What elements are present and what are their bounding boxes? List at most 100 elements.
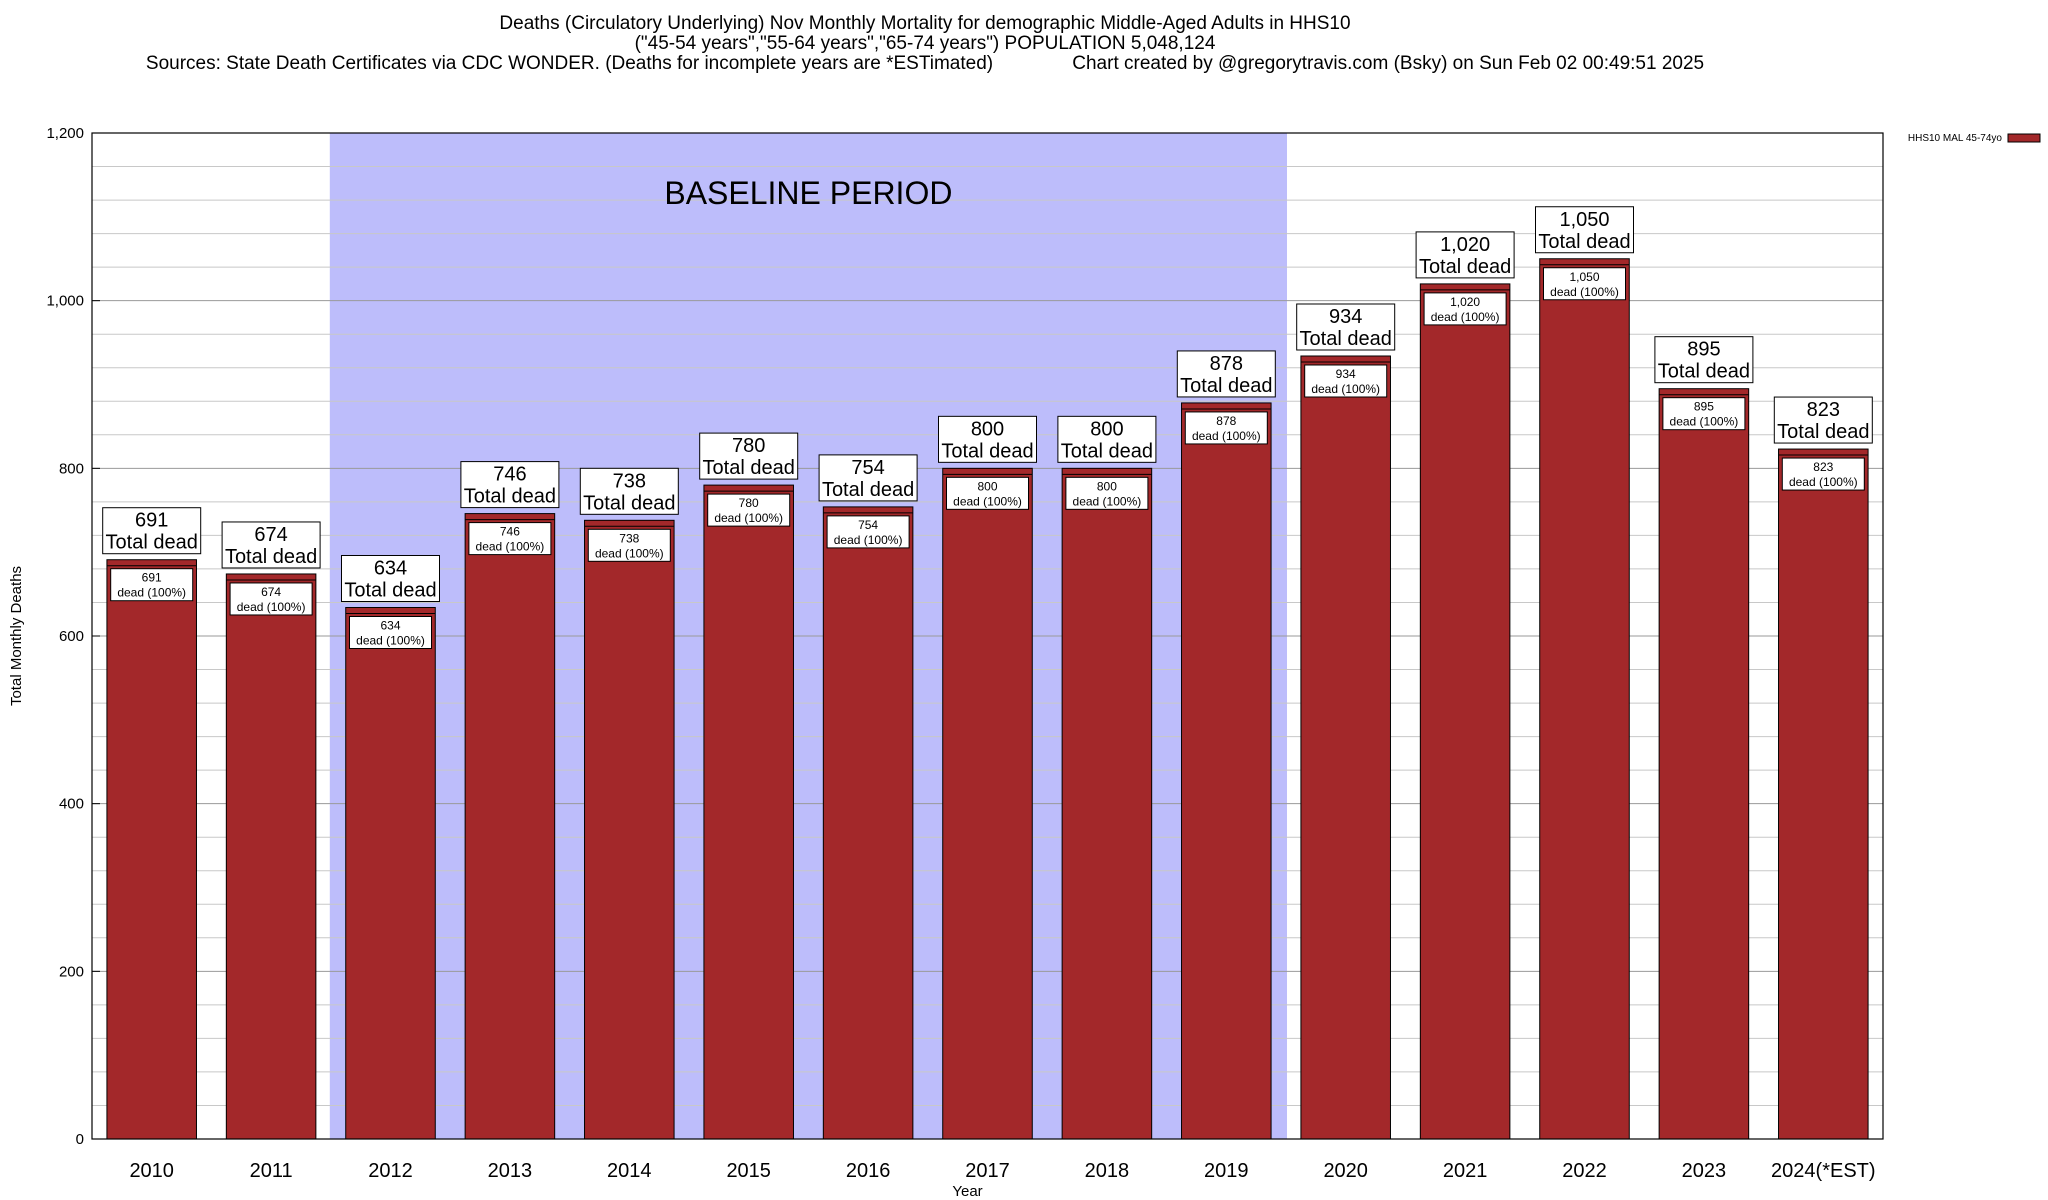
- inner-label-box: [229, 582, 313, 616]
- bar: [345, 606, 436, 1140]
- inner-percent-label: dead (100%): [356, 633, 425, 647]
- legend-label: HHS10 MAL 45-74yo: [1908, 133, 2003, 144]
- inner-label-box: [1543, 267, 1626, 301]
- inner-value-label: 674: [261, 585, 281, 599]
- inner-label-box: [826, 515, 910, 549]
- inner-value-label: 634: [380, 618, 400, 632]
- x-tick-label: 2013: [488, 1160, 533, 1182]
- total-label-box: [102, 507, 202, 555]
- bar: [822, 506, 914, 1140]
- total-suffix-label: Total dead: [1658, 361, 1750, 383]
- total-suffix-label: Total dead: [1777, 421, 1869, 443]
- total-suffix-label: Total dead: [1538, 231, 1630, 253]
- x-tick-label: 2024(*EST): [1771, 1160, 1876, 1182]
- total-value-label: 934: [1329, 306, 1362, 328]
- inner-label-box: [1781, 457, 1865, 491]
- inner-label-box: [946, 476, 1029, 510]
- inner-percent-label: dead (100%): [1431, 310, 1500, 324]
- total-suffix-label: Total dead: [344, 579, 436, 601]
- total-label-box: [1176, 350, 1276, 398]
- total-suffix-label: Total dead: [1180, 375, 1272, 397]
- total-suffix-label: Total dead: [225, 546, 317, 568]
- total-label-box: [1057, 415, 1157, 463]
- total-value-label: 754: [851, 457, 884, 479]
- inner-percent-label: dead (100%): [595, 546, 664, 560]
- total-value-label: 878: [1210, 353, 1243, 375]
- x-tick-label: 2019: [1204, 1160, 1249, 1182]
- inner-label-box: [1423, 292, 1507, 326]
- inner-value-label: 754: [858, 518, 878, 532]
- inner-label-box: [587, 528, 671, 562]
- inner-percent-label: dead (100%): [1311, 382, 1380, 396]
- total-suffix-label: Total dead: [1061, 440, 1153, 462]
- total-suffix-label: Total dead: [941, 440, 1033, 462]
- total-value-label: 823: [1807, 399, 1840, 421]
- total-label-box: [341, 554, 440, 602]
- bar: [942, 467, 1033, 1140]
- x-tick-label: 2017: [965, 1160, 1010, 1182]
- x-tick-label: 2020: [1323, 1160, 1368, 1182]
- baseline-period-label: BASELINE PERIOD: [664, 175, 952, 211]
- inner-label-box: [1065, 476, 1149, 510]
- x-tick-label: 2014: [607, 1160, 652, 1182]
- y-axis-title: Total Monthly Deaths: [8, 566, 25, 706]
- bar: [584, 519, 675, 1140]
- bar: [1181, 402, 1272, 1140]
- x-tick-label: 2015: [726, 1160, 771, 1182]
- total-suffix-label: Total dead: [106, 532, 198, 554]
- total-label-box: [1535, 206, 1634, 254]
- inner-label-box: [1662, 397, 1746, 431]
- total-value-label: 800: [971, 418, 1004, 440]
- legend-swatch: [2007, 133, 2041, 143]
- inner-label-box: [1184, 411, 1268, 445]
- bar: [1778, 448, 1869, 1140]
- inner-percent-label: dead (100%): [1550, 285, 1619, 299]
- inner-value-label: 895: [1694, 400, 1714, 414]
- inner-value-label: 800: [1097, 479, 1117, 493]
- inner-label-box: [110, 568, 194, 602]
- total-value-label: 674: [254, 524, 287, 546]
- total-label-box: [221, 521, 321, 569]
- total-value-label: 738: [613, 470, 646, 492]
- total-value-label: 1,020: [1440, 234, 1490, 256]
- inner-value-label: 823: [1813, 460, 1833, 474]
- chart-source-note: Sources: State Death Certificates via CD…: [145, 53, 1705, 74]
- y-tick-label: 400: [59, 796, 84, 813]
- x-tick-label: 2011: [250, 1160, 293, 1182]
- inner-percent-label: dead (100%): [1789, 475, 1858, 489]
- total-value-label: 1,050: [1559, 209, 1609, 231]
- y-tick-label: 1,200: [46, 125, 84, 142]
- total-label-box: [699, 432, 799, 480]
- inner-percent-label: dead (100%): [476, 540, 545, 554]
- total-label-box: [579, 467, 679, 515]
- inner-value-label: 800: [977, 479, 997, 493]
- inner-value-label: 878: [1216, 414, 1236, 428]
- inner-label-box: [468, 522, 552, 556]
- inner-percent-label: dead (100%): [714, 511, 783, 525]
- inner-percent-label: dead (100%): [1073, 494, 1142, 508]
- inner-value-label: 746: [500, 525, 520, 539]
- x-tick-label: 2012: [368, 1160, 413, 1182]
- plot-frame: [91, 132, 1884, 1140]
- inner-value-label: 738: [619, 531, 639, 545]
- inner-percent-label: dead (100%): [117, 586, 186, 600]
- total-value-label: 691: [135, 510, 168, 532]
- bar: [703, 484, 794, 1140]
- bar: [225, 573, 317, 1140]
- y-tick-label: 600: [59, 628, 84, 645]
- inner-label-box: [349, 615, 432, 649]
- total-suffix-label: Total dead: [1300, 328, 1392, 350]
- inner-value-label: 1,020: [1450, 295, 1480, 309]
- inner-label-box: [707, 493, 791, 527]
- total-label-box: [938, 415, 1037, 463]
- total-suffix-label: Total dead: [822, 479, 914, 501]
- chart-title: Deaths (Circulatory Underlying) Nov Mont…: [499, 13, 1351, 34]
- total-label-box: [1415, 231, 1515, 279]
- total-suffix-label: Total dead: [1419, 256, 1511, 278]
- x-tick-label: 2023: [1682, 1160, 1727, 1182]
- inner-value-label: 691: [142, 571, 162, 585]
- total-value-label: 634: [374, 557, 407, 579]
- total-label-box: [1654, 336, 1754, 384]
- total-label-box: [460, 461, 560, 509]
